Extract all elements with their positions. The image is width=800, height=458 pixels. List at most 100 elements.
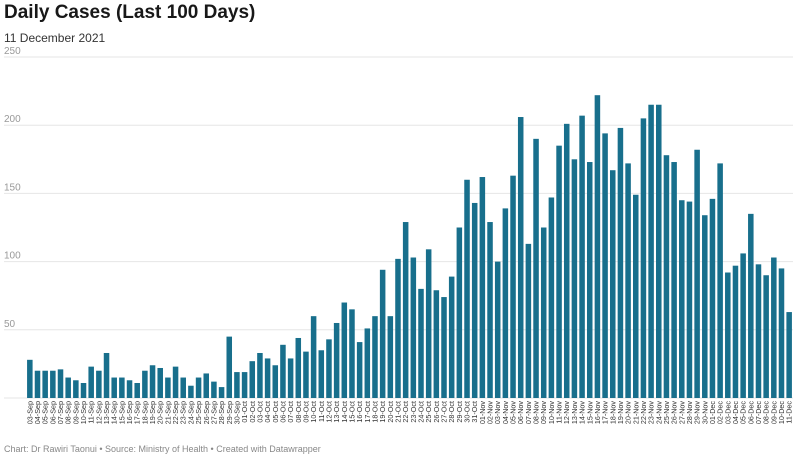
x-tick-label: 06-Nov [516, 401, 525, 425]
x-tick-label: 09-Oct [301, 401, 310, 423]
bar [556, 145, 562, 398]
bar [778, 268, 785, 398]
bar [487, 222, 493, 398]
bar [686, 201, 693, 398]
x-tick-label: 02-Oct [248, 401, 257, 423]
bar [694, 149, 700, 398]
x-tick-label: 27-Sep [209, 401, 218, 424]
bar [709, 198, 716, 398]
bar [211, 381, 217, 398]
bar [633, 194, 639, 398]
x-tick-label: 30-Sep [232, 401, 241, 424]
bar [42, 370, 48, 398]
bar [73, 380, 79, 398]
x-tick-label: 23-Sep [179, 401, 188, 424]
x-tick-label: 03-Nov [493, 401, 502, 425]
x-tick-label: 26-Sep [202, 401, 211, 424]
bar [625, 163, 631, 398]
x-tick-label: 21-Oct [393, 401, 402, 423]
bar [679, 200, 685, 398]
bar [418, 288, 424, 398]
bar [234, 372, 240, 398]
x-tick-label: 02-Nov [486, 401, 495, 425]
x-tick-label: 16-Oct [355, 401, 364, 423]
x-tick-label: 30-Nov [700, 401, 709, 425]
bar [341, 302, 348, 398]
bar [471, 202, 478, 398]
bar [517, 117, 524, 399]
bar [425, 249, 432, 398]
x-tick-label: 04-Sep [33, 401, 42, 424]
bar [602, 133, 608, 398]
x-tick-label: 15-Oct [347, 401, 356, 423]
x-tick-label: 11-Oct [317, 401, 326, 422]
bar [372, 316, 378, 398]
x-tick-label: 04-Oct [263, 401, 272, 423]
bar [494, 261, 501, 398]
bar [142, 370, 148, 398]
bar [656, 104, 662, 399]
x-tick-label: 03-Sep [25, 401, 34, 424]
bar [771, 257, 777, 398]
x-tick-label: 25-Sep [194, 401, 203, 424]
x-tick-label: 05-Nov [509, 401, 518, 425]
bar [241, 372, 248, 398]
bar [648, 104, 654, 399]
bar [303, 351, 309, 398]
bar [402, 222, 409, 398]
x-tick-label: 30-Oct [463, 401, 472, 423]
x-tick-label: 15-Nov [585, 401, 594, 425]
bar [533, 138, 539, 398]
bar [333, 322, 340, 398]
y-axis-labels: 50 100 150 200 250 [4, 46, 21, 330]
x-tick-label: 21-Sep [163, 401, 172, 424]
bar [702, 215, 708, 398]
x-tick-label: 27-Nov [677, 401, 686, 425]
bars [27, 95, 792, 399]
x-tick-label: 15-Sep [117, 401, 126, 424]
x-tick-label: 29-Nov [693, 401, 702, 425]
bar [188, 385, 194, 398]
x-tick-label: 05-Dec [739, 401, 748, 425]
bar [433, 290, 440, 398]
x-tick-label: 06-Oct [278, 401, 287, 423]
x-tick-label: 27-Oct [440, 401, 449, 423]
bar [218, 387, 225, 398]
bar [149, 365, 156, 398]
x-tick-label: 17-Sep [133, 401, 142, 424]
bar [717, 163, 723, 398]
bar [295, 337, 302, 398]
x-tick-label: 24-Nov [654, 401, 663, 425]
x-tick-label: 18-Sep [140, 401, 149, 424]
y-tick-label: 50 [4, 319, 16, 330]
x-tick-label: 25-Nov [662, 401, 671, 425]
bar [157, 367, 163, 398]
bar [126, 380, 133, 398]
bar [763, 275, 769, 398]
bar [448, 276, 455, 398]
y-tick-label: 100 [4, 251, 21, 262]
bar [96, 370, 102, 398]
x-tick-label: 20-Nov [624, 401, 633, 425]
bar [80, 383, 87, 398]
bar [172, 366, 179, 398]
x-tick-label: 08-Sep [64, 401, 73, 424]
x-tick-label: 14-Oct [340, 401, 349, 423]
x-tick-label: 08-Oct [294, 401, 303, 423]
chart-subtitle: 11 December 2021 [4, 31, 106, 45]
bar [510, 175, 516, 398]
bar [387, 316, 394, 398]
bar [671, 162, 677, 398]
x-tick-label: 06-Sep [48, 401, 57, 424]
x-tick-label: 01-Nov [478, 401, 487, 425]
x-tick-label: 01-Oct [240, 401, 249, 423]
x-tick-label: 07-Dec [754, 401, 763, 425]
x-tick-label: 14-Sep [110, 401, 119, 424]
x-tick-label: 23-Nov [647, 401, 656, 425]
bar [356, 342, 363, 398]
bar [456, 227, 463, 398]
x-tick-label: 13-Sep [102, 401, 111, 424]
x-tick-label: 19-Nov [616, 401, 625, 425]
x-tick-label: 24-Oct [417, 401, 426, 423]
